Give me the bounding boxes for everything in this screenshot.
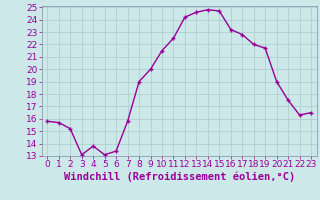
- X-axis label: Windchill (Refroidissement éolien,°C): Windchill (Refroidissement éolien,°C): [64, 172, 295, 182]
